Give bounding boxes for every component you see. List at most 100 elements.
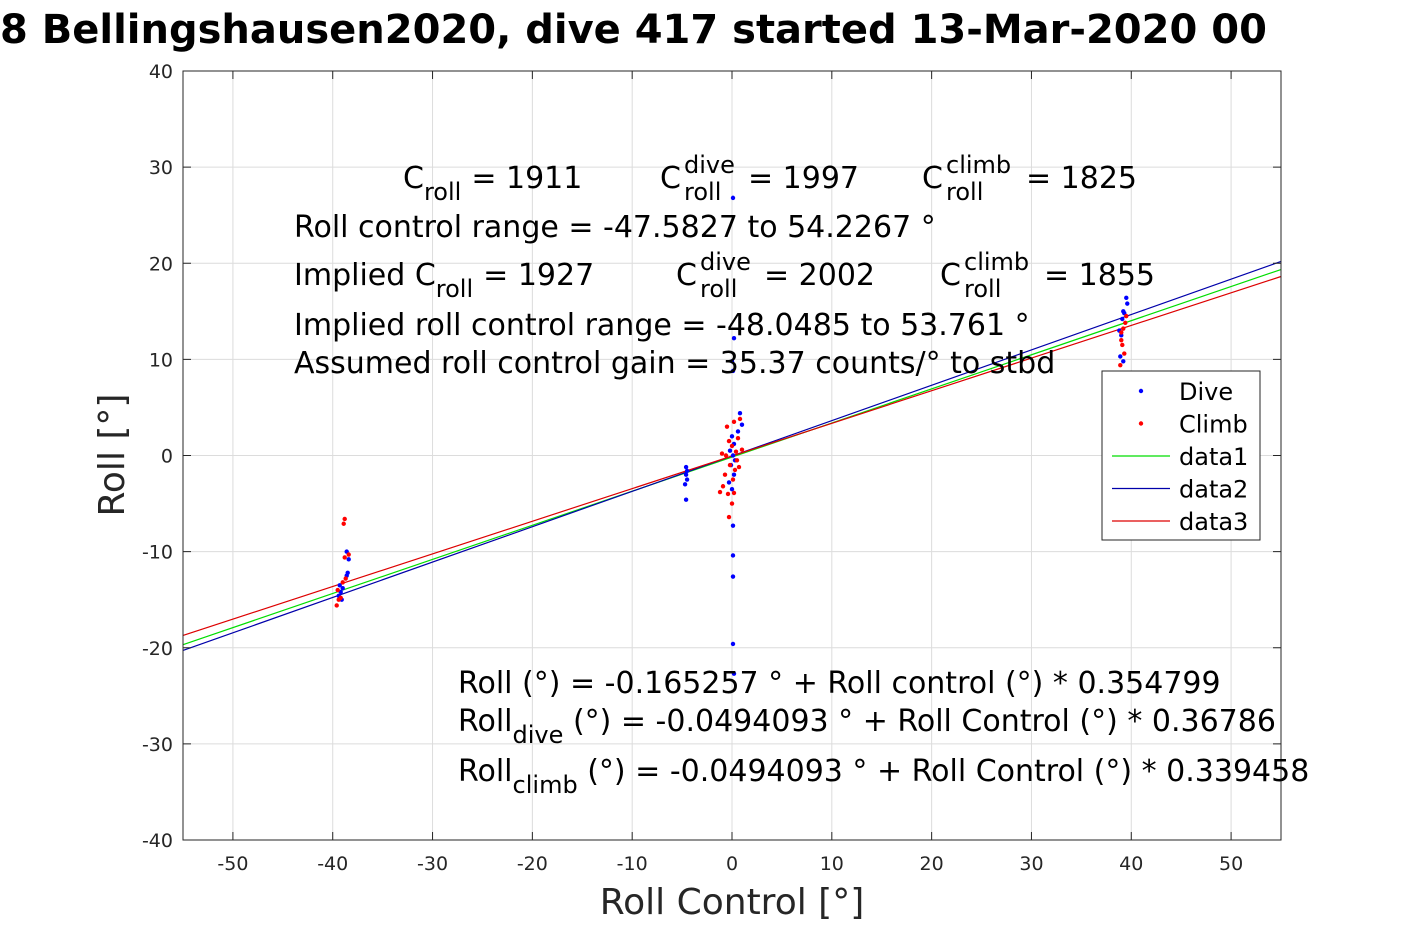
point-climb [334, 603, 339, 608]
legend-label: Dive [1179, 378, 1233, 406]
annotation-block-bottom: Roll (°) = -0.165257 ° + Roll control (°… [458, 666, 1309, 799]
point-dive [731, 671, 737, 676]
point-dive [735, 429, 741, 434]
point-dive [1120, 316, 1125, 322]
point-climb [736, 464, 742, 470]
y-tick-label: 30 [149, 157, 173, 179]
point-climb [732, 467, 738, 473]
point-climb [723, 453, 729, 458]
point-climb [340, 580, 345, 585]
gain-line: Assumed roll control gain = 35.37 counts… [294, 346, 1055, 381]
point-climb [342, 516, 347, 522]
point-climb [724, 424, 730, 429]
point-dive [730, 641, 736, 647]
y-axis-label: Roll [°] [92, 394, 133, 517]
point-dive [730, 368, 736, 374]
data-points [334, 195, 1130, 676]
point-dive [730, 523, 736, 528]
point-dive [1124, 295, 1129, 301]
x-tick-label: 30 [1019, 853, 1043, 875]
fit-climb-equation: Rollclimb (°) = -0.0494093 ° + Roll Cont… [458, 754, 1309, 799]
point-climb [1122, 351, 1127, 356]
point-climb [1120, 342, 1125, 348]
x-tick-label: -50 [217, 853, 248, 875]
point-climb [335, 587, 340, 593]
point-climb [730, 477, 736, 482]
legend-marker-climb [1138, 421, 1144, 426]
point-climb [1118, 362, 1123, 368]
implied-c-roll-climb: C climb roll = 1855 [940, 243, 1155, 305]
x-tick-label: -20 [517, 853, 548, 875]
point-climb [726, 438, 732, 444]
point-dive [737, 411, 743, 416]
point-climb [739, 447, 745, 452]
x-tick-label: -10 [617, 853, 648, 875]
roll-control-range: Roll control range = -47.5827 to 54.2267… [294, 210, 936, 245]
implied-c-roll-dive: C dive roll = 2002 [676, 243, 875, 305]
point-climb [1119, 337, 1124, 343]
legend-marker-dive [1138, 388, 1144, 394]
x-tick-label: -40 [317, 853, 348, 875]
x-tick-label: 50 [1219, 853, 1243, 875]
x-axis-ticks: -50 -40 -30 -20 -10 0 10 20 30 40 50 [217, 71, 1243, 875]
x-axis-label: Roll Control [°] [600, 882, 865, 923]
point-dive [682, 482, 688, 487]
point-dive [1125, 301, 1130, 306]
point-climb [336, 597, 341, 602]
fit-equation: Roll (°) = -0.165257 ° + Roll control (°… [458, 666, 1221, 701]
point-dive [1121, 359, 1126, 364]
point-dive [731, 472, 737, 477]
point-climb [1123, 320, 1128, 326]
point-climb [717, 489, 723, 495]
x-tick-label: 10 [820, 853, 844, 875]
x-tick-label: 0 [726, 853, 738, 875]
point-climb [341, 521, 346, 526]
y-tick-label: 0 [161, 446, 173, 468]
point-dive [683, 464, 689, 470]
point-dive [730, 553, 736, 558]
point-climb [1119, 330, 1124, 335]
point-dive [684, 468, 690, 474]
point-dive [729, 486, 735, 492]
c-roll-label: Croll = 1911 [403, 161, 582, 206]
point-climb [726, 514, 732, 520]
y-tick-label: -20 [142, 638, 173, 660]
legend-label: data1 [1179, 443, 1248, 471]
legend: Dive Climb data1 data2 data3 [1101, 370, 1261, 541]
point-climb [725, 491, 731, 497]
point-dive [730, 195, 736, 201]
point-dive [346, 557, 351, 562]
point-climb [719, 451, 725, 456]
implied-c-roll: Implied Croll = 1927 [294, 258, 594, 303]
point-climb [720, 484, 726, 489]
c-roll-dive-label: C dive roll = 1997 [660, 146, 859, 208]
point-dive [726, 480, 732, 485]
y-tick-label: 10 [149, 349, 173, 371]
point-dive [731, 336, 737, 341]
point-climb [1121, 326, 1126, 331]
point-climb [729, 501, 735, 506]
legend-label: data2 [1179, 476, 1248, 504]
point-climb [722, 472, 728, 477]
point-dive [729, 434, 735, 439]
point-climb [1124, 313, 1129, 319]
annotation-block-top: Croll = 1911 C dive roll = 1997 C climb r… [294, 146, 1155, 381]
y-tick-label: -10 [142, 542, 173, 564]
fit-dive-equation: Rolldive (°) = -0.0494093 ° + Roll Contr… [458, 704, 1276, 749]
point-dive [345, 570, 350, 575]
y-tick-label: 20 [149, 253, 173, 275]
point-climb [737, 416, 743, 422]
point-dive [683, 472, 689, 477]
y-tick-label: -30 [142, 734, 173, 756]
c-roll-climb-label: C climb roll = 1825 [922, 146, 1137, 208]
x-tick-label: 40 [1119, 853, 1143, 875]
point-climb [731, 419, 737, 425]
y-tick-label: -40 [142, 830, 173, 852]
point-climb [733, 449, 739, 454]
point-climb [727, 462, 733, 468]
x-tick-label: 20 [920, 853, 944, 875]
implied-range: Implied roll control range = -48.0485 to… [294, 308, 1030, 343]
point-dive [727, 448, 733, 453]
point-climb [343, 576, 348, 581]
